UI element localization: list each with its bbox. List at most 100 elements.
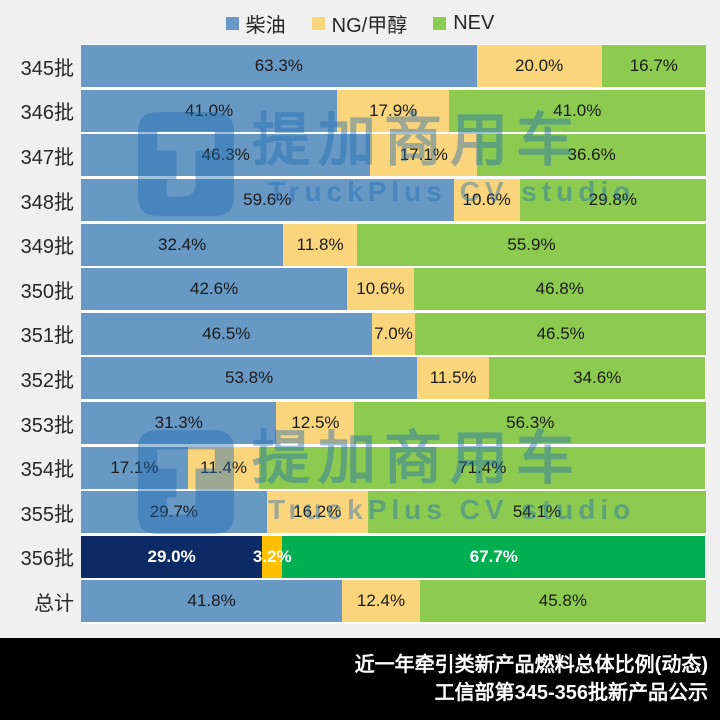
category-label: 356批 <box>20 548 74 571</box>
category-label: 总计 <box>34 592 74 615</box>
segment-value-label: 67.7% <box>469 546 518 566</box>
stacked-bar: 59.6% 10.6% 29.8% <box>81 177 706 223</box>
category-label: 353批 <box>20 414 74 437</box>
stacked-bar: 53.8% 11.5% 34.6% <box>81 356 706 401</box>
chart-row: 347批 46.3% 17.1% 36.6% <box>0 133 720 178</box>
segment-value-label: 32.4% <box>158 234 207 254</box>
bar-segment-diesel: 53.8% <box>81 357 418 400</box>
bar-segment-nev: 54.1% <box>367 491 706 534</box>
segment-value-label: 46.5% <box>202 323 251 343</box>
bar-segment-ng-methanol: 11.8% <box>283 223 357 266</box>
bar-track: 41.0% 17.9% 41.0% <box>81 89 706 132</box>
category-label: 350批 <box>20 280 74 303</box>
bar-segment-diesel: 29.7% <box>81 491 267 534</box>
segment-value-label: 17.1% <box>110 457 159 477</box>
chart-row: 346批 41.0% 17.9% 41.0% <box>0 88 720 134</box>
bar-segment-diesel: 32.4% <box>81 223 284 266</box>
bar-segment-ng-methanol: 20.0% <box>476 45 602 88</box>
stacked-bar: 41.8% 12.4% 45.8% <box>81 579 706 624</box>
chart-row: 352批 53.8% 11.5% 34.6% <box>0 356 720 401</box>
bar-segment-ng-methanol: 17.1% <box>370 134 478 177</box>
stacked-bar: 17.1% 11.4% 71.4% <box>81 445 706 490</box>
segment-value-label: 11.4% <box>200 457 247 477</box>
footer-banner: 近一年牵引类新产品燃料总体比例(动态) 工信部第345-356批新产品公示 <box>0 638 720 720</box>
category-label: 345批 <box>20 57 74 80</box>
bar-segment-diesel: 42.6% <box>81 268 348 311</box>
bar-segment-nev: 16.7% <box>601 45 706 88</box>
bar-track: 31.3% 12.5% 56.3% <box>81 402 706 445</box>
legend-label: NEV <box>453 11 495 34</box>
bar-segment-nev: 56.3% <box>354 402 706 445</box>
category-label: 348批 <box>20 191 74 214</box>
footer-subtitle: 工信部第345-356批新产品公示 <box>434 682 708 704</box>
segment-value-label: 31.3% <box>154 413 203 433</box>
segment-value-label: 16.7% <box>629 56 678 76</box>
bar-track: 41.8% 12.4% 45.8% <box>81 580 706 623</box>
segment-value-label: 12.4% <box>356 591 406 611</box>
bar-segment-nev: 55.9% <box>356 223 706 266</box>
segment-value-label: 29.7% <box>149 502 198 522</box>
bar-segment-diesel: 29.0% <box>81 535 263 578</box>
segment-value-label: 17.9% <box>369 100 418 120</box>
segment-value-label: 53.8% <box>225 368 274 388</box>
segment-value-label: 45.8% <box>538 591 587 611</box>
segment-value-label: 34.6% <box>573 368 622 388</box>
segment-value-label: 56.3% <box>506 413 555 433</box>
segment-value-label: 16.2% <box>293 502 342 522</box>
legend-item-nev: NEV <box>433 12 494 35</box>
bar-track: 42.6% 10.6% 46.8% <box>81 268 706 311</box>
bar-segment-ng-methanol: 3.2% <box>253 535 292 578</box>
chart-row: 349批 32.4% 11.8% 55.9% <box>0 222 720 267</box>
legend-label: NG/甲醇 <box>331 14 408 37</box>
bar-segment-ng-methanol: 10.6% <box>453 179 520 222</box>
bar-segment-nev: 46.5% <box>415 312 706 355</box>
chart-row: 353批 31.3% 12.5% 56.3% <box>0 400 720 446</box>
segment-value-label: 46.3% <box>201 145 250 165</box>
stacked-bar: 46.3% 17.1% 36.6% <box>81 133 706 178</box>
bar-segment-nev: 36.6% <box>477 134 706 177</box>
segment-value-label: 55.9% <box>507 234 556 254</box>
legend-item-diesel: 柴油 <box>225 9 286 38</box>
legend: 柴油 NG/甲醇 NEV <box>0 8 720 38</box>
segment-value-label: 7.0% <box>374 323 413 343</box>
chart-row: 345批 63.3% 20.0% 16.7% <box>0 44 720 89</box>
bar-track: 53.8% 11.5% 34.6% <box>81 357 706 400</box>
segment-value-label: 41.0% <box>553 100 602 120</box>
segment-value-label: 42.6% <box>190 279 239 299</box>
chart-row: 354批 17.1% 11.4% 71.4% <box>0 445 720 490</box>
segment-value-label: 11.8% <box>296 234 344 254</box>
chart-row: 351批 46.5% 7.0% 46.5% <box>0 311 720 357</box>
bar-track: 29.7% 16.2% 54.1% <box>81 491 706 534</box>
chart-row: 356批 29.0% 3.2% 67.7% <box>0 534 720 580</box>
stacked-bar: 46.5% 7.0% 46.5% <box>81 311 706 357</box>
bar-segment-nev: 46.8% <box>413 268 706 311</box>
stacked-bar: 31.3% 12.5% 56.3% <box>81 400 706 446</box>
bar-track: 63.3% 20.0% 16.7% <box>81 45 706 88</box>
chart-row: 355批 29.7% 16.2% 54.1% <box>0 489 720 535</box>
category-label: 351批 <box>20 325 74 348</box>
bar-segment-diesel: 41.0% <box>81 89 338 132</box>
bar-segment-nev: 41.0% <box>449 89 706 132</box>
category-label: 349批 <box>20 236 74 259</box>
segment-value-label: 10.6% <box>356 279 405 299</box>
segment-value-label: 63.3% <box>254 56 303 76</box>
chart-row: 348批 59.6% 10.6% 29.8% <box>0 177 720 223</box>
bar-track: 29.0% 3.2% 67.7% <box>81 535 706 578</box>
segment-value-label: 17.1% <box>399 145 448 165</box>
stacked-bar: 32.4% 11.8% 55.9% <box>81 222 706 267</box>
nev-swatch-icon <box>433 16 447 30</box>
segment-value-label: 46.5% <box>536 323 585 343</box>
segment-value-label: 46.8% <box>535 279 584 299</box>
bar-segment-nev: 67.7% <box>282 535 706 578</box>
bar-segment-diesel: 17.1% <box>81 446 188 489</box>
bar-segment-ng-methanol: 16.2% <box>266 491 368 534</box>
category-label: 346批 <box>20 102 74 125</box>
category-label: 354批 <box>20 459 74 482</box>
bar-track: 17.1% 11.4% 71.4% <box>81 446 706 489</box>
category-label: 352批 <box>20 369 74 392</box>
segment-value-label: 10.6% <box>462 190 511 210</box>
legend-item-ng-methanol: NG/甲醇 <box>311 9 408 38</box>
segment-value-label: 3.2% <box>252 546 292 566</box>
stacked-bar: 63.3% 20.0% 16.7% <box>81 44 706 89</box>
